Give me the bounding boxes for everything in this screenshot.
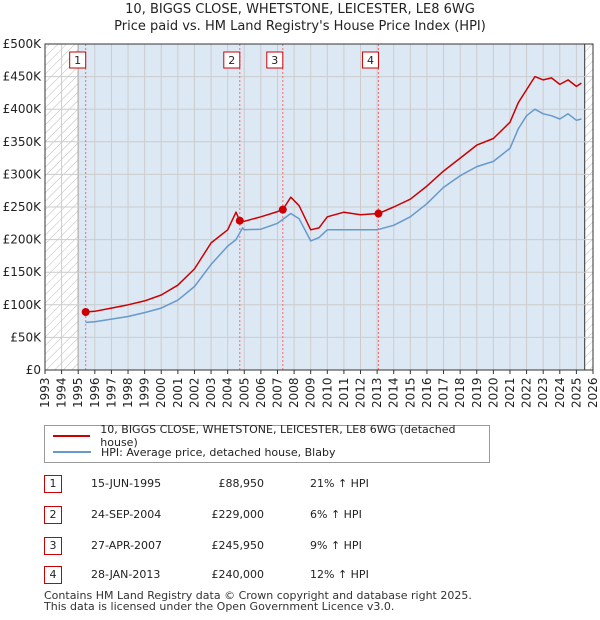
sale-price: £229,000	[211, 508, 265, 521]
x-tick-label: 2005	[237, 377, 251, 408]
y-tick-label: £200K	[3, 233, 43, 247]
x-tick-label: 2018	[453, 377, 467, 408]
x-tick-label: 2007	[270, 377, 284, 408]
sale-price: £240,000	[211, 568, 265, 581]
table-row: 3 27-APR-2007 £245,950 9% ↑ HPI	[0, 536, 600, 556]
sale-marker-label: 4	[367, 54, 374, 67]
price-chart: £0 £50K £100K £150K £200K £250K £300K £350K £400…	[3, 37, 600, 408]
x-tick-label: 2024	[553, 377, 567, 408]
x-tick-label: 2025	[569, 377, 583, 408]
x-tick-label: 2002	[187, 377, 201, 408]
hpi-line	[85, 108, 582, 324]
footer-licence: This data is licensed under the Open Gov…	[44, 600, 395, 613]
x-tick-label: 1995	[71, 377, 85, 408]
y-tick-label: £250K	[3, 200, 43, 214]
sale-marker-box	[266, 51, 284, 69]
x-tick-label: 2023	[536, 377, 550, 408]
sale-hpi-change: 12% ↑ HPI	[310, 568, 369, 581]
x-tick-label: 2020	[486, 377, 500, 408]
legend-item-property: 10, BIGGS CLOSE, WHETSTONE, LEICESTER, L…	[53, 423, 489, 449]
footer-copyright: Contains HM Land Registry data © Crown c…	[44, 589, 472, 602]
x-tick-label: 2013	[370, 377, 384, 408]
x-tick-label: 2011	[337, 377, 351, 408]
legend-swatch-hpi	[53, 451, 91, 453]
sale-point	[374, 209, 383, 218]
legend-swatch-property	[53, 435, 91, 437]
x-tick-label: 2021	[503, 377, 517, 408]
x-tick-label: 2026	[586, 377, 600, 408]
x-tick-label: 1998	[121, 377, 135, 408]
y-tick-label: £0	[26, 363, 41, 377]
x-tick-label: 2000	[154, 377, 168, 408]
x-tick-label: 2014	[387, 377, 401, 408]
sale-point	[278, 205, 287, 214]
x-tick-label: 2019	[470, 377, 484, 408]
table-row: 2 24-SEP-2004 £229,000 6% ↑ HPI	[0, 505, 600, 525]
sale-date: 24-SEP-2004	[91, 508, 162, 521]
y-tick-label: £450K	[3, 70, 43, 84]
sale-price: £88,950	[218, 477, 265, 490]
y-tick-label: £400K	[3, 102, 43, 116]
x-tick-label: 2010	[320, 377, 334, 408]
x-tick-label: 2016	[420, 377, 434, 408]
y-tick-label: £50K	[10, 330, 42, 344]
x-tick-label: 2008	[287, 377, 301, 408]
table-row: 1 15-JUN-1995 £88,950 21% ↑ HPI	[0, 474, 600, 494]
sale-date: 28-JAN-2013	[91, 568, 161, 581]
x-tick-label: 2015	[403, 377, 417, 408]
x-tick-label: 2017	[437, 377, 451, 408]
y-tick-label: £350K	[3, 135, 43, 149]
x-tick-label: 2001	[171, 377, 185, 408]
sale-hpi-change: 9% ↑ HPI	[310, 539, 362, 552]
sale-number-badge: 2	[44, 506, 62, 524]
sale-date: 27-APR-2007	[91, 539, 163, 552]
x-tick-label: 1996	[88, 377, 102, 408]
sale-point	[81, 308, 90, 317]
x-tick-label: 2022	[520, 377, 534, 408]
y-tick-label: £150K	[3, 265, 43, 279]
sale-marker-box	[361, 51, 379, 69]
sale-number-badge: 4	[44, 566, 62, 584]
sale-hpi-change: 21% ↑ HPI	[310, 477, 369, 490]
sale-number-badge: 3	[44, 537, 62, 555]
sale-marker-box	[223, 51, 241, 69]
x-tick-label: 1994	[55, 377, 69, 408]
x-tick-label: 2006	[254, 377, 268, 408]
x-tick-label: 2009	[304, 377, 318, 408]
x-tick-label: 1997	[104, 377, 118, 408]
y-tick-label: £100K	[3, 298, 43, 312]
x-tick-label: 2003	[204, 377, 218, 408]
legend-label-hpi: HPI: Average price, detached house, Blab…	[101, 445, 336, 459]
x-tick-label: 2012	[354, 377, 368, 408]
sale-price: £245,950	[211, 539, 265, 552]
sale-point	[235, 216, 244, 225]
chart-title: 10, BIGGS CLOSE, WHETSTONE, LEICESTER, L…	[125, 2, 475, 17]
x-tick-label: 1993	[38, 377, 52, 408]
legend-item-hpi: HPI: Average price, detached house, Blab…	[53, 444, 335, 460]
footer: Contains HM Land Registry data © Crown c…	[44, 590, 472, 612]
sale-marker-label: 2	[228, 54, 235, 67]
y-tick-label: £500K	[3, 37, 43, 51]
chart-subtitle: Price paid vs. HM Land Registry's House …	[114, 19, 486, 34]
sale-marker-box	[69, 51, 87, 69]
x-tick-label: 2004	[221, 377, 235, 408]
sale-number-badge: 1	[44, 475, 62, 493]
sale-marker-label: 1	[74, 54, 81, 67]
x-tick-label: 1999	[138, 377, 152, 408]
legend: 10, BIGGS CLOSE, WHETSTONE, LEICESTER, L…	[44, 423, 490, 463]
y-tick-label: £300K	[3, 167, 43, 181]
plot-frame	[44, 43, 594, 371]
sale-marker-label: 3	[271, 54, 278, 67]
sale-hpi-change: 6% ↑ HPI	[310, 508, 362, 521]
table-row: 4 28-JAN-2013 £240,000 12% ↑ HPI	[0, 565, 600, 585]
sale-date: 15-JUN-1995	[91, 477, 162, 490]
property-price-line	[85, 75, 582, 313]
legend-label-property: 10, BIGGS CLOSE, WHETSTONE, LEICESTER, L…	[100, 423, 456, 449]
